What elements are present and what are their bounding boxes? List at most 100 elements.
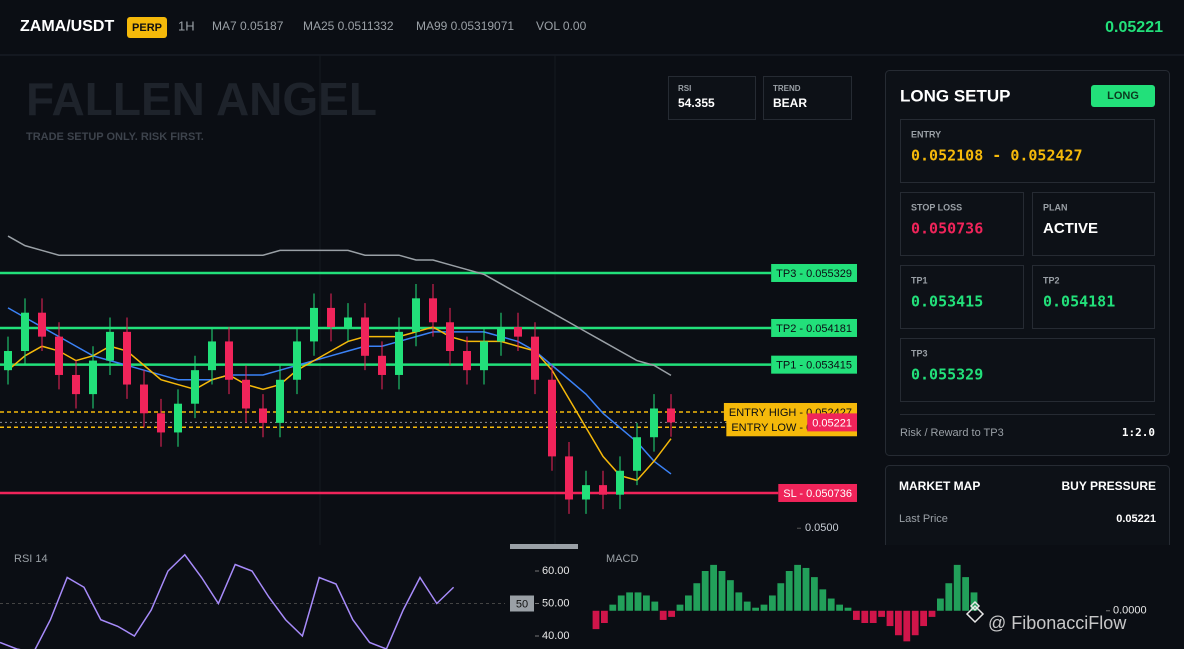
- ma-line: [7, 326, 672, 482]
- macd-bar: [701, 571, 709, 611]
- candle-body: [310, 307, 318, 342]
- y-tick-label: 0.0000: [1113, 605, 1147, 617]
- ma-line: [7, 307, 672, 475]
- macd-bar: [727, 580, 734, 611]
- macd-bar: [920, 610, 927, 627]
- macd-bar: [651, 601, 659, 611]
- candle-body: [106, 331, 114, 361]
- candle-body: [514, 327, 522, 337]
- macd-bar: [827, 598, 835, 611]
- candle-body: [344, 317, 352, 328]
- candle-body: [548, 379, 556, 457]
- candle-body: [55, 336, 63, 375]
- candle-body: [378, 355, 386, 375]
- tp2-value: 0.054181: [1043, 293, 1115, 311]
- macd-bar: [836, 604, 843, 611]
- rr-label: Risk / Reward to TP3: [900, 427, 1004, 439]
- macd-bar: [760, 604, 768, 611]
- market-last-price: 0.05221: [1116, 513, 1156, 525]
- entry-card: [900, 119, 1155, 183]
- ma25: MA25 0.0511332: [303, 19, 394, 33]
- candle-body: [531, 336, 539, 380]
- macd-bar: [785, 571, 793, 611]
- level-label-bg: [771, 355, 857, 374]
- candle-body: [429, 298, 437, 323]
- rsi-line: [0, 553, 455, 649]
- tp3-label: TP3: [911, 348, 928, 358]
- symbol: ZAMA/USDT: [20, 18, 114, 35]
- macd-bar: [668, 610, 675, 617]
- indicator-panel: [0, 545, 1184, 649]
- candle-body: [497, 327, 505, 342]
- marker-label: 50: [516, 598, 528, 610]
- macd-bar: [811, 577, 818, 611]
- tp2-label: TP2: [1043, 275, 1060, 285]
- level-label: TP1 - 0.053415: [776, 360, 852, 372]
- tp1-value: 0.053415: [911, 293, 983, 311]
- macd-bar: [945, 583, 953, 611]
- macd-bar: [634, 592, 642, 611]
- rsi-value: 54.355: [678, 96, 715, 110]
- candle-body: [191, 370, 199, 404]
- macd-bar: [869, 610, 877, 623]
- plan-card: [1032, 192, 1155, 256]
- scroll-handle[interactable]: [510, 544, 578, 549]
- candle-body: [89, 360, 97, 395]
- panel-title: MACD: [606, 553, 638, 565]
- macd-bar: [895, 610, 902, 636]
- candle-body: [21, 312, 29, 352]
- candle-body: [225, 341, 233, 380]
- watermark-icon: [965, 600, 985, 624]
- macd-bar: [911, 610, 919, 636]
- candle-body: [650, 408, 658, 438]
- macd-bar: [601, 610, 608, 623]
- macd-bar: [659, 610, 667, 620]
- candle-body: [157, 413, 165, 433]
- macd-bar: [752, 607, 759, 611]
- candle-body: [140, 384, 148, 414]
- level-label: TP3 - 0.055329: [776, 268, 852, 280]
- trend-value: BEAR: [773, 96, 807, 110]
- macd-bar: [617, 595, 625, 611]
- macd-bar: [743, 601, 751, 611]
- macd-bar: [609, 604, 617, 611]
- level-label: TP2 - 0.054181: [776, 323, 852, 335]
- macd-bar: [962, 577, 969, 611]
- price-tag-bg: [807, 413, 857, 432]
- macd-bar: [903, 610, 911, 642]
- ma7: MA7 0.05187: [212, 19, 284, 33]
- tp3-value: 0.055329: [911, 366, 983, 384]
- level-label: SL - 0.050736: [783, 488, 852, 500]
- candle-body: [463, 351, 471, 371]
- level-label-bg: [771, 318, 857, 337]
- macd-bar: [819, 589, 827, 611]
- macd-bar: [626, 592, 633, 611]
- plan-label: PLAN: [1043, 202, 1068, 212]
- candle-body: [395, 331, 403, 375]
- plan-value: ACTIVE: [1043, 220, 1098, 237]
- macd-bar: [928, 610, 936, 617]
- y-tick-label: 0.0500: [805, 522, 839, 534]
- macd-bar: [853, 610, 860, 620]
- trend-label: TREND: [773, 84, 801, 93]
- long-badge[interactable]: LONG: [1107, 90, 1139, 102]
- volume: VOL 0.00: [536, 19, 587, 33]
- macd-bar: [592, 610, 600, 630]
- candle-body: [259, 408, 267, 423]
- macd-bar: [718, 571, 726, 611]
- rsi-label: RSI: [678, 84, 691, 93]
- tp3-card: [900, 338, 1155, 402]
- sl-card: [900, 192, 1024, 256]
- macd-bar: [878, 610, 885, 617]
- interval[interactable]: 1H: [178, 18, 195, 33]
- tp1-card: [900, 265, 1024, 329]
- y-tick-label: 40.00: [542, 630, 570, 642]
- panel-title: RSI 14: [14, 553, 48, 565]
- setup-title: LONG SETUP: [900, 86, 1011, 105]
- candle-body: [38, 312, 46, 337]
- long-badge-bg[interactable]: [1091, 85, 1155, 107]
- last-price: 0.05221: [1105, 19, 1163, 36]
- candle-body: [327, 307, 335, 328]
- y-tick-label: 50.00: [542, 597, 570, 609]
